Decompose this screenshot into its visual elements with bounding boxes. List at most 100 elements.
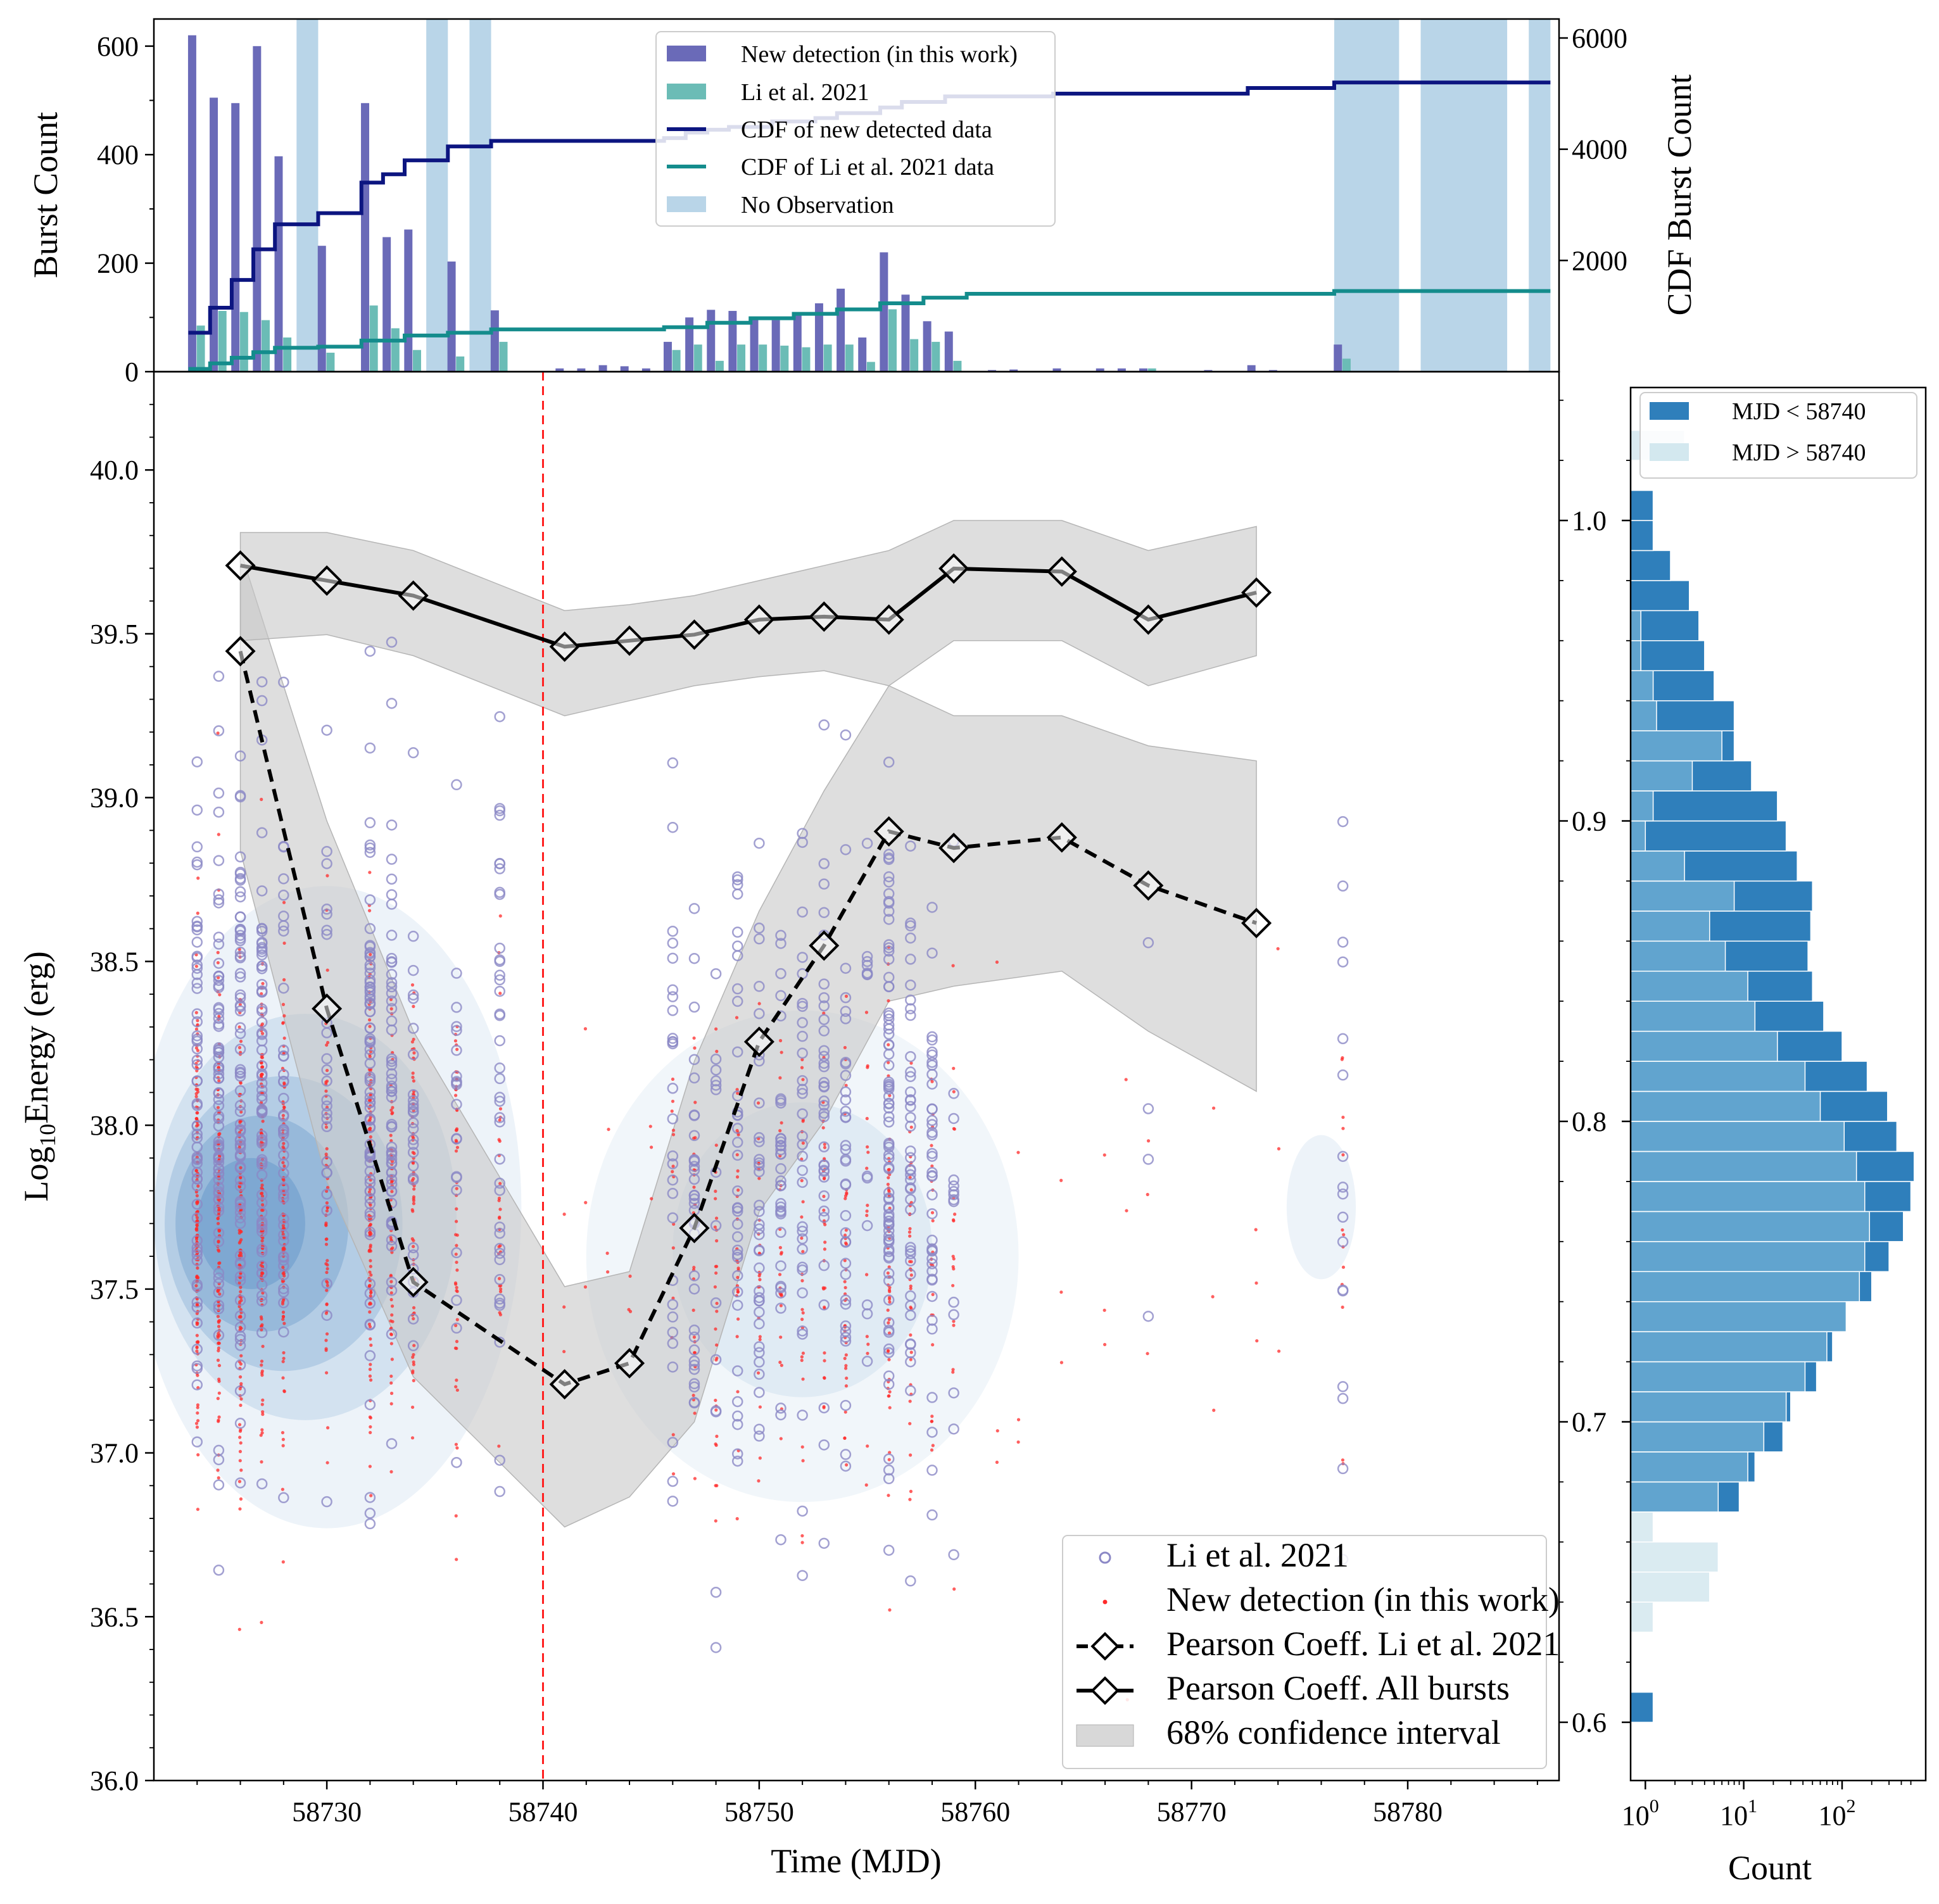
li-2021-point xyxy=(688,1072,700,1084)
new-detection-point xyxy=(412,1152,416,1156)
li-2021-point xyxy=(256,1267,268,1279)
new-detection-point xyxy=(324,1347,328,1351)
li-2021-bar xyxy=(239,312,248,372)
main-ytick-label: 36.5 xyxy=(90,1601,139,1632)
li-2021-point xyxy=(840,1178,852,1190)
li-2021-point xyxy=(883,1347,895,1358)
new-detection-point xyxy=(195,1349,199,1353)
new-detection-point xyxy=(217,1415,221,1419)
li-2021-point xyxy=(213,1142,225,1154)
new-detection-point xyxy=(390,1304,395,1308)
new-detection-point xyxy=(498,1182,502,1185)
new-detection-point xyxy=(260,1428,264,1432)
new-detection-point xyxy=(931,1292,935,1297)
li-2021-point xyxy=(234,1294,246,1306)
li-2021-point xyxy=(883,1083,895,1095)
new-detection-point xyxy=(196,1049,200,1052)
new-detection-point xyxy=(909,1061,913,1065)
no-observation-regions xyxy=(296,19,1551,372)
li-2021-point xyxy=(775,1280,786,1292)
li-2021-point xyxy=(256,943,268,955)
new-detection-point xyxy=(692,1185,696,1189)
new-detection-point xyxy=(369,1337,372,1341)
new-detection-point xyxy=(801,1459,805,1463)
li-2021-point xyxy=(191,1301,203,1313)
new-detection-point xyxy=(412,1195,416,1199)
new-detection-point xyxy=(196,1419,200,1423)
new-detection-point xyxy=(562,1305,566,1309)
new-detection-point xyxy=(562,1213,566,1216)
new-detection-point xyxy=(239,1428,243,1432)
new-detection-point xyxy=(843,1197,847,1201)
new-detection-point xyxy=(325,968,329,972)
li-2021-point xyxy=(840,1156,852,1167)
new-detection-point xyxy=(823,1223,827,1226)
hist-axis-ticks: 100 101 102 xyxy=(1622,460,1912,1831)
new-detection-point xyxy=(412,1079,415,1083)
li-2021-point xyxy=(234,911,246,923)
li-2021-point xyxy=(213,1087,225,1099)
li-2021-point xyxy=(667,1113,679,1125)
corr-ytick-label: 0.9 xyxy=(1572,806,1607,837)
li-2021-point xyxy=(667,1083,679,1094)
li-2021-point xyxy=(494,969,505,981)
hist-xtick-exp: 0 xyxy=(1650,1796,1659,1817)
li-2021-point xyxy=(321,1100,332,1112)
li-2021-point xyxy=(818,719,830,731)
new-detection-point xyxy=(886,1182,890,1187)
li-2021-point xyxy=(818,1099,830,1111)
li-2021-point xyxy=(386,930,398,941)
new-detection-point xyxy=(715,1356,719,1360)
li-2021-point xyxy=(191,1128,203,1140)
pearson-li-2021-marker xyxy=(1241,907,1272,938)
new-detection-point xyxy=(261,1410,265,1414)
new-detection-point xyxy=(843,1410,847,1414)
new-detection-point xyxy=(325,1068,329,1073)
new-detection-point xyxy=(238,1459,242,1463)
new-detection-point xyxy=(865,1209,869,1213)
li-2021-point xyxy=(321,1113,332,1125)
li-2021-point xyxy=(191,1379,203,1390)
new-detection-point xyxy=(325,1201,329,1205)
li-2021-point xyxy=(191,1054,203,1066)
new-detection-point xyxy=(389,1108,393,1112)
main-xlabel: Time (MJD) xyxy=(771,1842,942,1880)
li-2021-point xyxy=(256,1478,268,1490)
new-detection-bar xyxy=(274,156,283,372)
li-2021-point xyxy=(213,1188,225,1199)
li-2021-point xyxy=(278,1092,289,1104)
new-detection-point xyxy=(888,1390,892,1394)
new-detection-point xyxy=(260,1373,264,1377)
new-detection-point xyxy=(713,1225,717,1229)
new-detection-point xyxy=(455,1220,458,1223)
new-detection-point xyxy=(693,1351,697,1354)
new-detection-bar xyxy=(1334,344,1342,372)
li-2021-point xyxy=(213,1565,225,1576)
li-2021-point xyxy=(883,1076,895,1088)
new-detection-point xyxy=(325,1079,329,1083)
li-2021-point xyxy=(731,1299,743,1311)
li-2021-point xyxy=(688,1381,700,1393)
new-detection-point xyxy=(692,1308,695,1312)
li-2021-point xyxy=(256,1016,268,1028)
new-detection-bar xyxy=(750,317,759,372)
li-2021-point xyxy=(278,1220,289,1231)
li-2021-point xyxy=(213,787,225,799)
pearson-lines xyxy=(225,550,1272,1400)
new-detection-point xyxy=(908,1226,912,1231)
new-detection-point xyxy=(843,1233,847,1237)
li-2021-point xyxy=(775,1534,786,1546)
li-2021-point xyxy=(213,957,225,969)
new-detection-point xyxy=(715,1239,719,1243)
new-detection-point xyxy=(324,1089,328,1093)
new-detection-bar xyxy=(771,320,780,372)
new-detection-point xyxy=(367,1018,372,1022)
top-legend-label-3: CDF of Li et al. 2021 data xyxy=(741,154,994,180)
li-2021-point xyxy=(191,1242,203,1254)
new-detection-point xyxy=(282,1274,286,1278)
li-2021-point xyxy=(213,1303,225,1315)
new-detection-point xyxy=(1341,1305,1344,1309)
li-2021-point xyxy=(191,1344,203,1355)
li-2021-point xyxy=(256,695,268,707)
li-2021-point xyxy=(883,942,895,954)
